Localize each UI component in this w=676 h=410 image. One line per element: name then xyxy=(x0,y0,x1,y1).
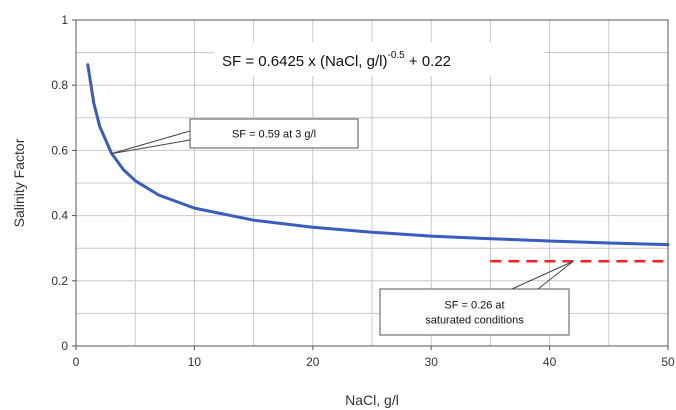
x-tick-label: 50 xyxy=(661,355,675,369)
x-tick-label: 30 xyxy=(425,355,439,369)
equation-tail: + 0.22 xyxy=(405,53,451,70)
annotation-leader-line xyxy=(111,139,191,155)
x-tick-label: 10 xyxy=(188,355,202,369)
annotation-text: SF = 0.59 at 3 g/l xyxy=(232,129,316,141)
y-tick-label: 0.2 xyxy=(51,274,68,288)
y-tick-label: 0.6 xyxy=(51,143,68,157)
equation-exponent: -0.5 xyxy=(387,50,405,61)
y-tick-label: 0 xyxy=(61,339,68,353)
annotation-text: SF = 0.26 at xyxy=(444,300,504,312)
x-tick-label: 20 xyxy=(306,355,320,369)
y-tick-label: 1 xyxy=(61,13,68,27)
y-tick-label: 0.8 xyxy=(51,78,68,92)
annotation-callout: SF = 0.59 at 3 g/l xyxy=(111,118,359,155)
x-tick-label: 40 xyxy=(543,355,557,369)
annotation-callout: SF = 0.26 at saturated conditions xyxy=(379,260,574,336)
equation-box: SF = 0.6425 x (NaCl, g/l)-0.5 + 0.22 xyxy=(214,42,544,76)
series-layer xyxy=(86,63,670,263)
x-tick-label: 0 xyxy=(73,355,80,369)
salinity-factor-curve xyxy=(86,63,670,247)
equation-background xyxy=(214,42,544,76)
annotation-box xyxy=(379,288,570,336)
equation-text: SF = 0.6425 x (NaCl, g/l)-0.5 + 0.22 xyxy=(222,50,451,70)
y-axis-ticks: 0 0.2 0.4 0.6 0.8 1 xyxy=(51,13,76,353)
annotation-box xyxy=(189,118,359,149)
annotations: SF = 0.59 at 3 g/l SF = 0.26 at saturated … xyxy=(111,118,574,336)
plot-area-frame xyxy=(75,19,669,347)
x-axis-ticks: 0 10 20 30 40 50 xyxy=(73,346,675,369)
y-tick-label: 0.4 xyxy=(51,209,68,223)
annotation-leader-line xyxy=(111,130,191,155)
annotation-leader-line xyxy=(537,260,574,290)
equation-base: SF = 0.6425 x (NaCl, g/l) xyxy=(222,53,387,70)
annotation-leader-line xyxy=(511,260,574,290)
x-axis-title: NaCl, g/l xyxy=(345,392,399,408)
y-axis-title: Salinity Factor xyxy=(11,138,27,227)
annotation-text: saturated conditions xyxy=(425,315,524,327)
